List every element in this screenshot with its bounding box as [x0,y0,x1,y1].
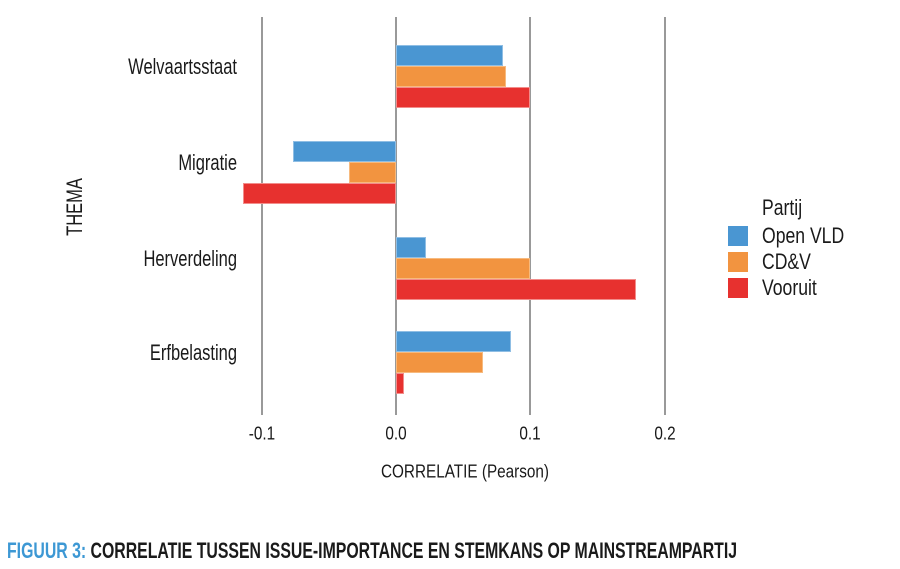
bar-cd-v-erfbelasting [396,352,484,373]
category-label-migratie: Migratie [178,150,237,175]
bar-open-vld-welvaartsstaat [396,45,504,66]
bar-vooruit-erfbelasting [396,373,405,394]
gridline [395,17,397,415]
legend-item-cd-v: CD&V [728,249,865,274]
gridline [529,17,532,415]
y-axis-title: THEMA [62,178,87,236]
bar-open-vld-herverdeling [396,237,426,258]
legend-item-label: Open VLD [762,223,845,248]
legend-swatch-vooruit [728,278,748,298]
caption-text: CORRELATIE TUSSEN ISSUE-IMPORTANCE EN ST… [90,538,738,563]
bar-open-vld-erfbelasting [396,331,512,352]
legend-item-label: Vooruit [762,275,817,300]
bar-vooruit-welvaartsstaat [396,87,531,108]
legend-item-label: CD&V [762,249,811,274]
legend-item-vooruit: Vooruit [728,275,865,300]
bar-vooruit-herverdeling [396,279,637,300]
bar-cd-v-herverdeling [396,258,531,279]
x-tick-label: 0.2 [653,423,676,444]
x-axis-title: CORRELATIE (Pearson) [380,461,550,482]
category-label-herverdeling: Herverdeling [143,246,237,271]
figure-caption: FIGUUR 3: CORRELATIE TUSSEN ISSUE-IMPORTA… [7,540,737,562]
x-tick-label: -0.1 [248,423,275,444]
bar-cd-v-welvaartsstaat [396,66,507,87]
legend-item-open-vld: Open VLD [728,223,865,248]
figure-number: FIGUUR 3: [7,538,87,563]
gridline [260,17,263,415]
bar-chart: CORRELATIE (Pearson) THEMA Partij Open V… [62,17,865,482]
category-label-welvaartsstaat: Welvaartsstaat [128,54,237,79]
category-label-erfbelasting: Erfbelasting [149,340,237,365]
bar-vooruit-migratie [242,183,396,204]
bar-open-vld-migratie [292,141,396,162]
x-tick-label: 0.1 [519,423,541,444]
legend-swatch-open-vld [728,226,748,246]
legend: Partij Open VLD CD&V Vooruit [728,195,865,300]
bar-cd-v-migratie [348,162,396,183]
legend-items: Open VLD CD&V Vooruit [728,223,865,300]
x-tick-label: 0.0 [385,423,407,444]
legend-title: Partij [762,195,803,220]
gridline [663,17,666,415]
legend-swatch-cd-v [728,252,748,272]
